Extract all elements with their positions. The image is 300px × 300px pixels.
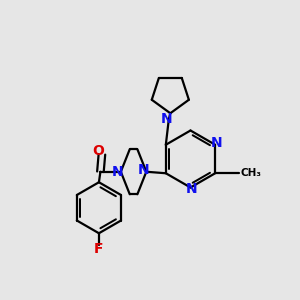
Text: N: N xyxy=(211,136,223,150)
Text: N: N xyxy=(186,182,198,196)
Text: N: N xyxy=(138,163,150,177)
Text: CH₃: CH₃ xyxy=(241,168,262,178)
Text: O: O xyxy=(92,144,104,158)
Text: N: N xyxy=(160,112,172,126)
Text: F: F xyxy=(94,242,104,256)
Text: N: N xyxy=(111,165,123,179)
